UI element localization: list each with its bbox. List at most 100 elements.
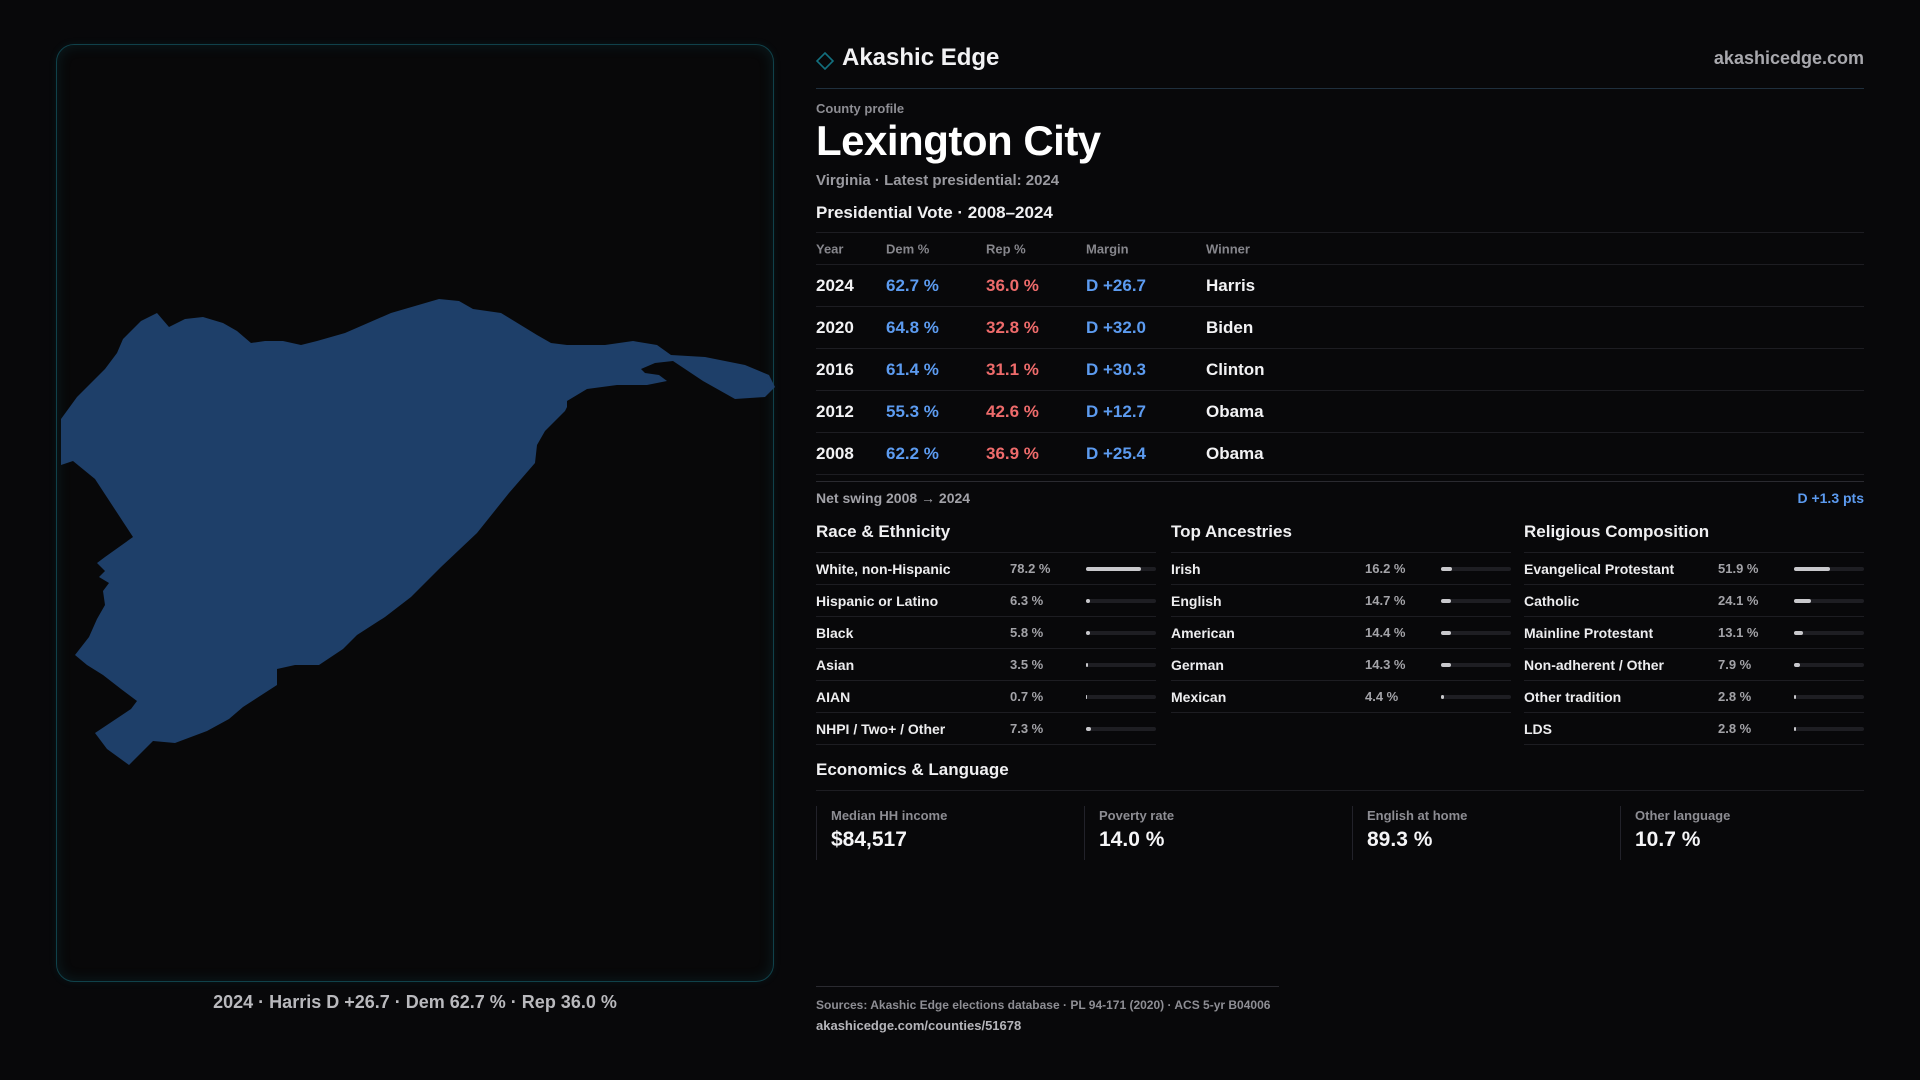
cell-winner: Clinton (1206, 359, 1265, 379)
cell-year: 2016 (816, 359, 854, 379)
cell-dem: 64.8 % (886, 317, 939, 337)
item-label: Catholic (1524, 593, 1580, 609)
item-label: Evangelical Protestant (1524, 561, 1675, 577)
share-bar-fill (1441, 663, 1451, 667)
county-shape-map (61, 299, 775, 765)
share-bar-fill (1086, 663, 1089, 667)
table-header-row: Year Dem % Rep % Margin Winner (816, 233, 1864, 265)
share-bar-fill (1794, 727, 1796, 731)
share-bar (1794, 631, 1864, 635)
table-row: 2016 61.4 % 31.1 % D +30.3 Clinton (816, 349, 1864, 391)
list-item: Evangelical Protestant 51.9 % (1524, 553, 1864, 585)
item-pct: 2.8 % (1718, 721, 1752, 736)
share-bar (1086, 695, 1156, 699)
county-map-panel (56, 44, 775, 982)
share-bar (1794, 599, 1864, 603)
item-pct: 0.7 % (1010, 689, 1044, 704)
col-header-winner: Winner (1206, 241, 1250, 256)
item-label: Asian (816, 657, 855, 673)
ancestries-section-title: Top Ancestries (1171, 520, 1511, 553)
cell-dem: 62.2 % (886, 443, 939, 463)
diamond-logo-icon (816, 52, 834, 70)
list-item: Mexican 4.4 % (1171, 681, 1511, 713)
share-bar-fill (1794, 567, 1831, 571)
stat-value: 89.3 % (1367, 828, 1433, 851)
share-bar-fill (1794, 631, 1804, 635)
list-item: White, non-Hispanic 78.2 % (816, 553, 1156, 585)
col-header-rep: Rep % (986, 241, 1026, 256)
share-bar (1441, 663, 1511, 667)
cell-winner: Obama (1206, 443, 1264, 463)
net-swing-value: D +1.3 pts (1797, 490, 1864, 506)
brand-header: Akashic Edge akashicedge.com (816, 44, 1864, 89)
item-pct: 13.1 % (1718, 625, 1759, 640)
share-bar-fill (1441, 695, 1445, 699)
item-pct: 78.2 % (1010, 561, 1051, 576)
table-row: 2008 62.2 % 36.9 % D +25.4 Obama (816, 433, 1864, 475)
presidential-vote-table: Year Dem % Rep % Margin Winner 2024 62.7… (816, 232, 1864, 475)
share-bar (1086, 567, 1156, 571)
cell-year: 2020 (816, 317, 854, 337)
item-label: English (1171, 593, 1222, 609)
item-pct: 7.3 % (1010, 721, 1044, 736)
list-item: American 14.4 % (1171, 617, 1511, 649)
cell-year: 2024 (816, 275, 854, 295)
item-pct: 14.3 % (1365, 657, 1406, 672)
cell-rep: 36.9 % (986, 443, 1039, 463)
share-bar (1086, 599, 1156, 603)
county-shape (61, 299, 775, 765)
item-label: LDS (1524, 721, 1552, 737)
stat-value: 14.0 % (1099, 828, 1165, 851)
stat-poverty-rate: Poverty rate 14.0 % (1084, 806, 1337, 860)
list-item: German 14.3 % (1171, 649, 1511, 681)
list-item: LDS 2.8 % (1524, 713, 1864, 745)
cell-margin: D +25.4 (1086, 443, 1147, 463)
cell-margin: D +12.7 (1086, 401, 1147, 421)
item-label: Irish (1171, 561, 1201, 577)
item-label: Other tradition (1524, 689, 1622, 705)
item-label: White, non-Hispanic (816, 561, 951, 577)
share-bar-fill (1086, 695, 1087, 699)
cell-rep: 36.0 % (986, 275, 1039, 295)
permalink[interactable]: akashicedge.com/counties/51678 (816, 1018, 1022, 1033)
share-bar-fill (1441, 599, 1452, 603)
cell-winner: Obama (1206, 401, 1264, 421)
share-bar-fill (1086, 631, 1091, 635)
stat-value: $84,517 (831, 828, 907, 851)
share-bar (1794, 663, 1864, 667)
stat-median-income: Median HH income $84,517 (816, 806, 1069, 860)
page-eyebrow: County profile (816, 101, 905, 116)
page-subtitle: Virginia · Latest presidential: 2024 (816, 172, 1060, 189)
item-pct: 51.9 % (1718, 561, 1759, 576)
item-pct: 6.3 % (1010, 593, 1044, 608)
vote-section-title: Presidential Vote · 2008–2024 (816, 203, 1053, 222)
share-bar (1794, 695, 1864, 699)
brand-url-link[interactable]: akashicedge.com (1713, 48, 1864, 68)
item-label: Black (816, 625, 854, 641)
brand-name: Akashic Edge (842, 44, 1000, 71)
cell-dem: 55.3 % (886, 401, 939, 421)
cell-year: 2012 (816, 401, 854, 421)
cell-rep: 31.1 % (986, 359, 1039, 379)
cell-dem: 61.4 % (886, 359, 939, 379)
list-item: English 14.7 % (1171, 585, 1511, 617)
list-item: Other tradition 2.8 % (1524, 681, 1864, 713)
stat-value: 10.7 % (1635, 828, 1701, 851)
share-bar-fill (1441, 631, 1452, 635)
share-bar (1441, 567, 1511, 571)
list-item: Black 5.8 % (816, 617, 1156, 649)
cell-rep: 42.6 % (986, 401, 1039, 421)
stat-label: English at home (1367, 808, 1468, 823)
share-bar-fill (1086, 727, 1092, 731)
share-bar (1086, 631, 1156, 635)
item-pct: 14.7 % (1365, 593, 1406, 608)
col-header-dem: Dem % (886, 241, 930, 256)
item-label: Hispanic or Latino (816, 593, 939, 609)
race-ethnicity-section: Race & Ethnicity White, non-Hispanic 78.2… (816, 520, 1156, 745)
share-bar-fill (1086, 567, 1141, 571)
cell-margin: D +32.0 (1086, 317, 1147, 337)
net-swing-row: Net swing 2008 → 2024 D +1.3 pts (816, 481, 1864, 518)
sources-note: Sources: Akashic Edge elections database… (816, 998, 1271, 1012)
item-label: American (1171, 625, 1235, 641)
table-row: 2024 62.7 % 36.0 % D +26.7 Harris (816, 265, 1864, 307)
